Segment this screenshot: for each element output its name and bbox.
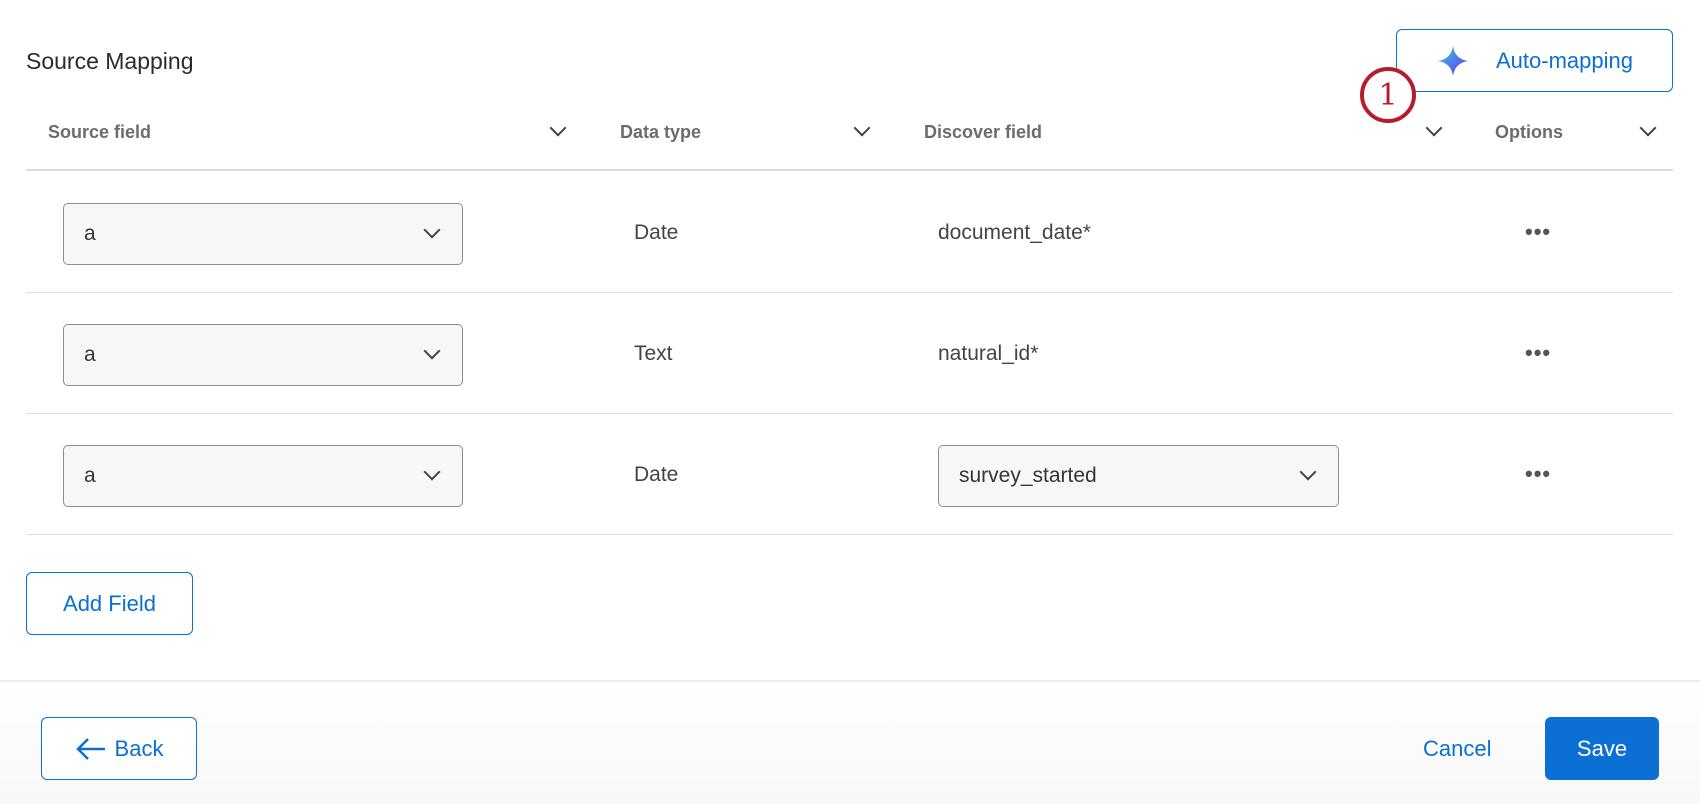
chevron-down-icon[interactable]: [549, 119, 567, 137]
source-field-select[interactable]: a: [63, 324, 463, 386]
row-divider: [26, 534, 1673, 535]
column-header-source-field[interactable]: Source field: [48, 122, 152, 142]
back-label: Back: [114, 735, 164, 761]
discover-field-value: survey_started: [959, 464, 1097, 487]
more-options-icon[interactable]: •••: [1525, 340, 1552, 365]
row-divider: [26, 413, 1673, 414]
header-divider: [26, 169, 1673, 171]
data-type-text: Date: [634, 221, 679, 244]
source-field-value: a: [84, 343, 96, 366]
add-field-button[interactable]: Add Field: [26, 572, 193, 635]
source-field-select[interactable]: a: [63, 203, 463, 265]
source-field-select[interactable]: a: [63, 445, 463, 507]
chevron-down-icon[interactable]: [1425, 119, 1443, 137]
data-type-text: Date: [634, 463, 679, 486]
column-header-discover-field[interactable]: Discover field: [924, 122, 1043, 142]
annotation-badge: 1: [1360, 67, 1416, 123]
more-options-icon[interactable]: •••: [1525, 219, 1552, 244]
cancel-button[interactable]: Cancel: [1423, 736, 1492, 761]
column-header-data-type[interactable]: Data type: [620, 122, 702, 142]
page-title: Source Mapping: [26, 48, 194, 74]
sparkle-icon: [1438, 45, 1468, 76]
chevron-down-icon: [423, 342, 441, 360]
chevron-down-icon: [423, 463, 441, 481]
data-type-text: Text: [634, 342, 673, 365]
chevron-down-icon: [1299, 463, 1317, 481]
chevron-down-icon: [423, 221, 441, 239]
discover-field-text: document_date*: [938, 221, 1091, 244]
auto-mapping-button[interactable]: Auto-mapping: [1396, 29, 1673, 92]
arrow-left-icon: [75, 737, 105, 760]
source-field-value: a: [84, 222, 96, 245]
chevron-down-icon[interactable]: [853, 119, 871, 137]
source-field-value: a: [84, 464, 96, 487]
row-divider: [26, 292, 1673, 293]
discover-field-select[interactable]: survey_started: [938, 445, 1339, 507]
footer: [0, 680, 1700, 804]
save-button[interactable]: Save: [1545, 717, 1659, 780]
more-options-icon[interactable]: •••: [1525, 461, 1552, 486]
discover-field-text: natural_id*: [938, 342, 1039, 365]
column-header-options[interactable]: Options: [1495, 122, 1563, 142]
back-button[interactable]: Back: [41, 717, 197, 780]
auto-mapping-label: Auto-mapping: [1496, 47, 1633, 73]
chevron-down-icon[interactable]: [1639, 119, 1657, 137]
